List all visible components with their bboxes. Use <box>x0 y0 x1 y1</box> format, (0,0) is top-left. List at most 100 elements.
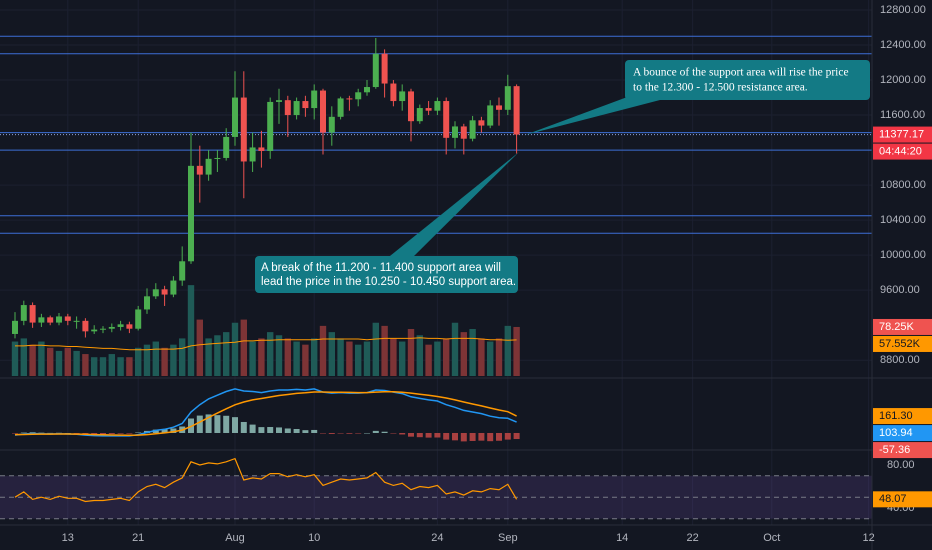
macd-histogram-bar <box>513 432 520 440</box>
candle-body <box>267 101 274 151</box>
macd-histogram-bar <box>337 432 344 434</box>
candle-body <box>408 91 414 122</box>
macd-histogram-bar <box>276 427 282 433</box>
price-badge-label: 161.30 <box>879 410 913 422</box>
candle-body <box>240 97 247 162</box>
volume-bar <box>187 285 195 376</box>
price-badge-label: 11377.17 <box>879 128 924 140</box>
macd-histogram-bar <box>161 429 168 433</box>
candle-body <box>91 329 98 332</box>
macd-histogram-bar <box>284 428 291 433</box>
macd-histogram-bar <box>249 424 256 433</box>
candle-body <box>56 316 62 323</box>
macd-histogram-bar <box>108 432 115 434</box>
candle-body <box>513 86 520 135</box>
volume-bar <box>231 322 239 376</box>
candle-body <box>135 309 142 329</box>
volume-bar <box>258 338 265 376</box>
volume-bar <box>513 326 520 376</box>
volume-bar <box>152 341 159 376</box>
y-tick-label: 10000.00 <box>880 249 926 261</box>
candle-body <box>504 86 511 110</box>
macd-histogram-bar <box>364 432 370 434</box>
callout-pointer <box>385 152 519 260</box>
macd-histogram-bar <box>38 432 45 434</box>
candle-body <box>302 101 309 109</box>
y-tick-label: 8800.00 <box>880 354 920 366</box>
macd-histogram-bar <box>416 432 423 438</box>
x-tick-label: 12 <box>862 532 874 544</box>
annotation: A break of the 11.200 - 11.400 support a… <box>255 152 519 293</box>
y-tick-label: 40.00 <box>887 502 915 514</box>
macd-histogram-bar <box>240 421 247 433</box>
annotation-line: lead the price in the 10.250 - 10.450 su… <box>261 276 516 288</box>
macd-histogram-bar <box>223 415 230 433</box>
candle-body <box>416 108 423 122</box>
volume-bar <box>91 357 98 376</box>
price-badge <box>873 491 932 508</box>
macd-histogram-bar <box>82 432 89 434</box>
macd-histogram-bar <box>487 432 494 442</box>
candle-body <box>196 165 203 175</box>
volume-ma <box>15 337 517 351</box>
candle-body <box>293 101 300 116</box>
volume-bar <box>179 338 186 376</box>
volume-bar <box>29 344 36 376</box>
volume-bar <box>460 332 467 376</box>
macd-histogram-bar <box>232 417 238 433</box>
y-tick-label: 10800.00 <box>880 179 926 191</box>
y-tick-label: 10400.00 <box>880 214 926 226</box>
candle-body <box>64 316 71 321</box>
volume-bar <box>108 354 115 376</box>
candle-body <box>311 90 318 109</box>
x-tick-label: 24 <box>431 532 443 544</box>
macd-histogram-bar <box>496 432 502 441</box>
volume-bar <box>55 350 63 376</box>
price-badge-label: -57.36 <box>879 444 910 456</box>
macd-histogram-bar <box>258 427 265 433</box>
volume-bar <box>478 338 485 376</box>
price-badge-label: 103.94 <box>879 427 913 439</box>
price-badge <box>873 335 932 352</box>
macd-histogram-bar <box>346 432 353 434</box>
macd-histogram-bar <box>399 432 406 435</box>
x-tick-label: 10 <box>308 532 320 544</box>
volume-bar <box>407 329 415 376</box>
macd-histogram-bar <box>170 428 177 433</box>
macd-histogram-bar <box>293 429 300 433</box>
candle-body <box>487 105 494 126</box>
volume-bar <box>302 344 309 376</box>
volume-bar <box>284 338 291 376</box>
candle-body <box>320 90 326 133</box>
volume-bar <box>170 344 177 376</box>
macd-histogram-bar <box>311 429 318 433</box>
volume-bar <box>328 332 335 376</box>
axes: 12800.00 12400.00 12000.00 11600.00 10800.00… <box>62 4 932 544</box>
volume-bar <box>399 341 406 376</box>
candle-body <box>381 53 388 84</box>
price-badge-label: 57.552K <box>879 338 921 350</box>
candle-body <box>364 87 370 93</box>
macd-histogram-bar <box>100 432 106 435</box>
x-tick-label: 14 <box>616 532 628 544</box>
macd-histogram-bar <box>152 429 159 433</box>
volume-bar <box>275 335 283 376</box>
macd-histogram-bar <box>408 432 414 437</box>
volume-bar <box>443 338 450 376</box>
volume-bar <box>390 338 397 376</box>
macd-histogram-bar <box>47 432 54 434</box>
macd-histogram-bar <box>73 432 80 434</box>
candle-body <box>276 100 282 102</box>
candle-body <box>144 296 150 310</box>
candle-body <box>469 120 476 139</box>
candle-body <box>390 83 397 102</box>
signal-line <box>14 391 517 437</box>
candle-body <box>443 101 450 138</box>
macd-histogram-bar <box>381 431 388 433</box>
volume-bar <box>319 325 327 376</box>
annotation-line: to the 12.300 - 12.500 resistance area. <box>633 82 808 94</box>
candle-body <box>223 136 230 158</box>
price-badge-label: 04:44:20 <box>879 145 922 157</box>
volume-bar <box>451 322 459 376</box>
volume-pane <box>11 285 520 376</box>
